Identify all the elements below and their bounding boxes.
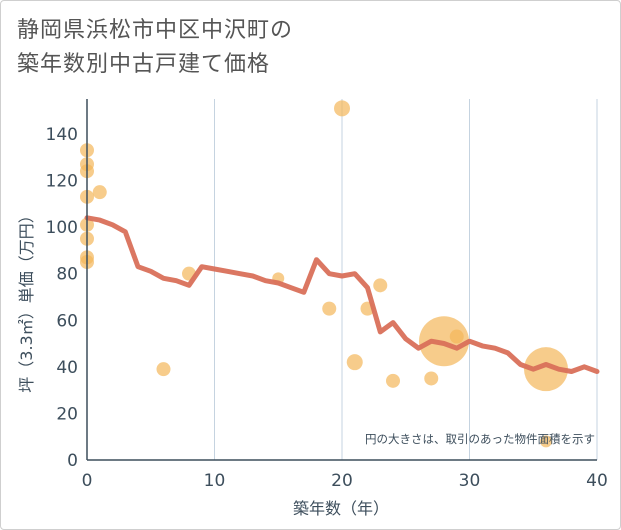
x-tick-label: 30 <box>459 471 481 491</box>
data-bubble <box>524 347 568 392</box>
y-tick-label: 100 <box>46 218 78 238</box>
series-line <box>84 215 600 374</box>
x-tick-label: 40 <box>586 471 608 491</box>
data-bubble <box>322 301 337 316</box>
y-tick-label: 0 <box>67 451 78 471</box>
y-tick-label: 20 <box>56 404 78 424</box>
title-line-2: 築年数別中古戸建て価格 <box>17 52 271 77</box>
data-bubble <box>346 354 363 371</box>
x-axis-title: 築年数（年） <box>293 499 389 518</box>
x-tick-label: 0 <box>82 471 93 491</box>
y-tick-label: 80 <box>56 265 78 285</box>
data-bubble <box>92 185 107 200</box>
y-axis-title: 坪（3.3㎡）単価（万円） <box>17 207 36 392</box>
data-bubble <box>540 435 552 448</box>
chart-title: 静岡県浜松市中区中沢町の 築年数別中古戸建て価格 <box>17 14 293 82</box>
title-line-1: 静岡県浜松市中区中沢町の <box>17 18 294 43</box>
x-tick-label: 20 <box>331 471 353 491</box>
y-tick-label: 120 <box>46 172 78 192</box>
axes <box>86 99 597 461</box>
tick-labels: 0 10 20 30 40 0 20 40 60 80 100 120 140 <box>46 125 608 491</box>
data-bubble <box>334 100 350 117</box>
y-tick-label: 40 <box>56 358 78 378</box>
y-tick-label: 140 <box>46 125 78 145</box>
data-bubble <box>424 371 439 386</box>
average-price-line <box>84 215 600 374</box>
x-tick-label: 10 <box>204 471 226 491</box>
grid-lines <box>214 99 598 460</box>
bubble-size-note: 円の大きさは、取引のあった物件面積を示す <box>365 432 595 446</box>
data-bubble <box>449 329 464 344</box>
y-tick-label: 60 <box>56 311 78 331</box>
data-bubble <box>156 362 171 377</box>
data-bubble <box>373 278 388 293</box>
data-bubble <box>386 373 400 388</box>
